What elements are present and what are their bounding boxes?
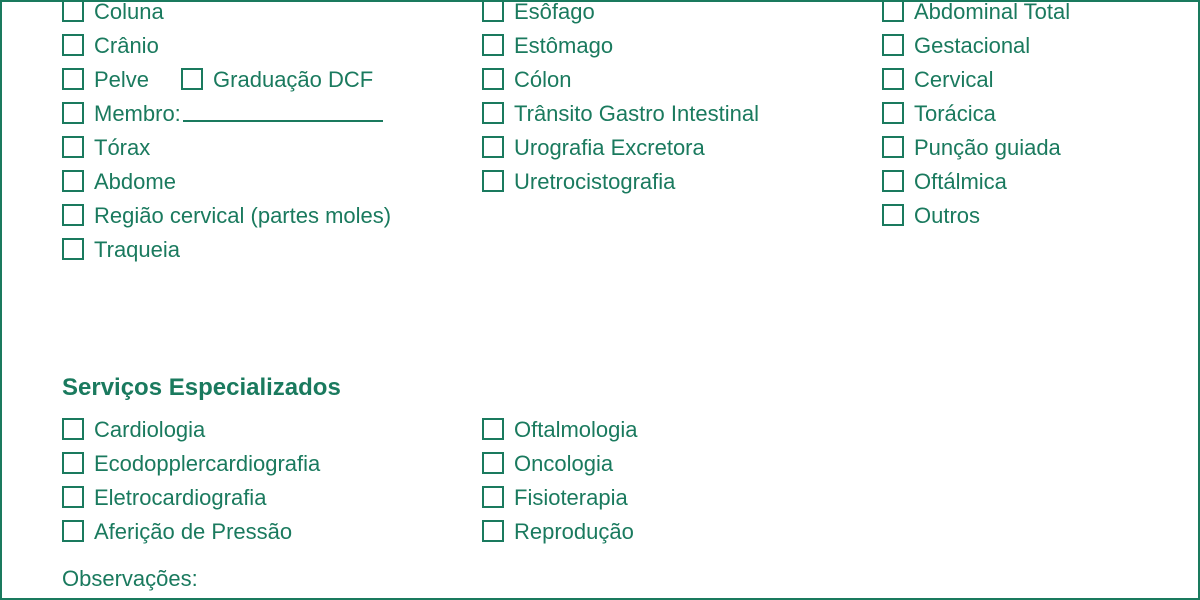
checkbox[interactable] (882, 0, 904, 22)
checkbox[interactable] (482, 418, 504, 440)
checkbox[interactable] (482, 68, 504, 90)
checkbox-label: Graduação DCF (213, 63, 373, 96)
checkbox[interactable] (62, 68, 84, 90)
checkbox-row: Punção guiada (882, 130, 1142, 164)
checkbox-row: Cólon (482, 62, 862, 96)
top-column-3: Abdominal Total Gestacional Cervical Tor… (882, 0, 1142, 232)
top-column-1: Coluna Crânio Pelve Graduação DCF Membro… (62, 0, 482, 266)
checkbox[interactable] (62, 520, 84, 542)
checkbox[interactable] (482, 0, 504, 22)
inline-extra: Graduação DCF (181, 63, 373, 96)
checkbox[interactable] (62, 418, 84, 440)
checkbox-label: Outros (914, 199, 980, 232)
checkbox-row: Coluna (62, 0, 482, 28)
checkbox-label: Uretrocistografia (514, 165, 675, 198)
checkbox-label: Abdominal Total (914, 0, 1070, 28)
checkbox[interactable] (62, 102, 84, 124)
checkbox-row: Abdominal Total (882, 0, 1142, 28)
checkbox[interactable] (181, 68, 203, 90)
checkbox-row: Torácica (882, 96, 1142, 130)
checkbox-label: Estômago (514, 29, 613, 62)
checkbox-label: Cólon (514, 63, 571, 96)
checkbox[interactable] (482, 486, 504, 508)
checkbox-row: Uretrocistografia (482, 164, 862, 198)
checkbox-label: Eletrocardiografia (94, 481, 266, 514)
checkbox[interactable] (482, 170, 504, 192)
checkbox-label: Região cervical (partes moles) (94, 199, 391, 232)
observations-label: Observações: (62, 562, 198, 595)
checkbox-row: Aferição de Pressão (62, 514, 482, 548)
checkbox-label: Reprodução (514, 515, 634, 548)
checkbox-label: Torácica (914, 97, 996, 130)
checkbox[interactable] (882, 68, 904, 90)
checkbox-row: Abdome (62, 164, 482, 198)
checkbox-row: Reprodução (482, 514, 862, 548)
checkbox-label: Tórax (94, 131, 150, 164)
checkbox[interactable] (882, 34, 904, 56)
checkbox-row: Oftalmologia (482, 412, 862, 446)
checkbox-row: Estômago (482, 28, 862, 62)
checkbox-row: Região cervical (partes moles) (62, 198, 482, 232)
checkbox-row: Esôfago (482, 0, 862, 28)
checkbox-label: Coluna (94, 0, 164, 28)
checkbox[interactable] (62, 0, 84, 22)
checkbox-label: Punção guiada (914, 131, 1061, 164)
checkbox[interactable] (62, 486, 84, 508)
checkbox-label: Ecodopplercardiografia (94, 447, 320, 480)
checkbox-row: Pelve Graduação DCF (62, 62, 482, 96)
checkbox[interactable] (882, 136, 904, 158)
checkbox-row: Urografia Excretora (482, 130, 862, 164)
checkbox[interactable] (62, 136, 84, 158)
checkbox-row: Gestacional (882, 28, 1142, 62)
services-column-1: Cardiologia Ecodopplercardiografia Eletr… (62, 412, 482, 548)
checkbox-label: Crânio (94, 29, 159, 62)
checkbox[interactable] (62, 34, 84, 56)
checkbox-label: Traqueia (94, 233, 180, 266)
checkbox-label: Gestacional (914, 29, 1030, 62)
checkbox-label: Membro: (94, 97, 181, 130)
checkbox-label: Urografia Excretora (514, 131, 705, 164)
checkbox[interactable] (62, 170, 84, 192)
services-title: Serviços Especializados (62, 370, 1138, 406)
checkbox-label: Aferição de Pressão (94, 515, 292, 548)
checkbox[interactable] (482, 520, 504, 542)
checkbox-row: Eletrocardiografia (62, 480, 482, 514)
checkbox[interactable] (482, 102, 504, 124)
services-section: Serviços Especializados Cardiologia Ecod… (62, 322, 1138, 412)
checkbox[interactable] (62, 452, 84, 474)
checkbox-label: Trânsito Gastro Intestinal (514, 97, 759, 130)
checkbox-label: Oftalmologia (514, 413, 638, 446)
checkbox[interactable] (62, 238, 84, 260)
checkbox-label: Oncologia (514, 447, 613, 480)
checkbox-row: Traqueia (62, 232, 482, 266)
checkbox[interactable] (62, 204, 84, 226)
checkbox-row: Fisioterapia (482, 480, 862, 514)
checkbox[interactable] (482, 452, 504, 474)
checkbox[interactable] (482, 34, 504, 56)
checkbox-row: Trânsito Gastro Intestinal (482, 96, 862, 130)
checkbox[interactable] (482, 136, 504, 158)
checkbox-label: Oftálmica (914, 165, 1007, 198)
checkbox-label: Fisioterapia (514, 481, 628, 514)
top-column-2: Esôfago Estômago Cólon Trânsito Gastro I… (482, 0, 862, 198)
checkbox[interactable] (882, 170, 904, 192)
checkbox-label: Cervical (914, 63, 993, 96)
services-column-2: Oftalmologia Oncologia Fisioterapia Repr… (482, 412, 862, 548)
checkbox-row: Tórax (62, 130, 482, 164)
checkbox-row: Cervical (882, 62, 1142, 96)
checkbox-label: Pelve (94, 63, 149, 96)
checkbox[interactable] (882, 102, 904, 124)
checkbox-row: Oftálmica (882, 164, 1142, 198)
checkbox-row: Outros (882, 198, 1142, 232)
checkbox-row: Membro: (62, 96, 482, 130)
checkbox-label: Esôfago (514, 0, 595, 28)
checkbox-row: Oncologia (482, 446, 862, 480)
checkbox-row: Ecodopplercardiografia (62, 446, 482, 480)
membro-underline[interactable] (183, 104, 383, 122)
checkbox-row: Crânio (62, 28, 482, 62)
checkbox-label: Cardiologia (94, 413, 205, 446)
checkbox[interactable] (882, 204, 904, 226)
checkbox-label: Abdome (94, 165, 176, 198)
checkbox-row: Cardiologia (62, 412, 482, 446)
